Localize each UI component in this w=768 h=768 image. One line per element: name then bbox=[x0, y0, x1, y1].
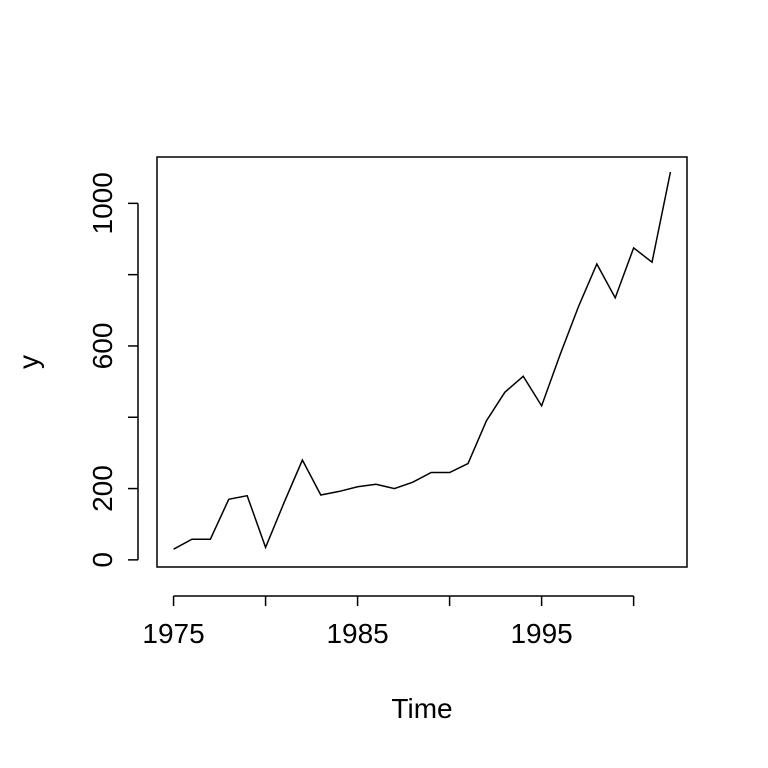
series-line bbox=[173, 171, 672, 550]
y-tick-label: 600 bbox=[87, 323, 118, 370]
y-axis-ticks: 0 200 600 1000 bbox=[87, 172, 138, 568]
x-tick-label: 1985 bbox=[326, 618, 388, 649]
plot-frame bbox=[156, 156, 688, 568]
x-tick-label: 1975 bbox=[142, 618, 204, 649]
y-tick-label: 1000 bbox=[87, 172, 118, 234]
y-axis-label: y bbox=[13, 355, 44, 369]
x-tick-label: 1995 bbox=[510, 618, 572, 649]
y-tick-label: 200 bbox=[87, 465, 118, 512]
x-axis-ticks: 1975 1985 1995 bbox=[142, 596, 635, 649]
x-axis-label: Time bbox=[391, 693, 452, 724]
y-tick-label: 0 bbox=[87, 552, 118, 568]
series-points bbox=[173, 171, 672, 550]
